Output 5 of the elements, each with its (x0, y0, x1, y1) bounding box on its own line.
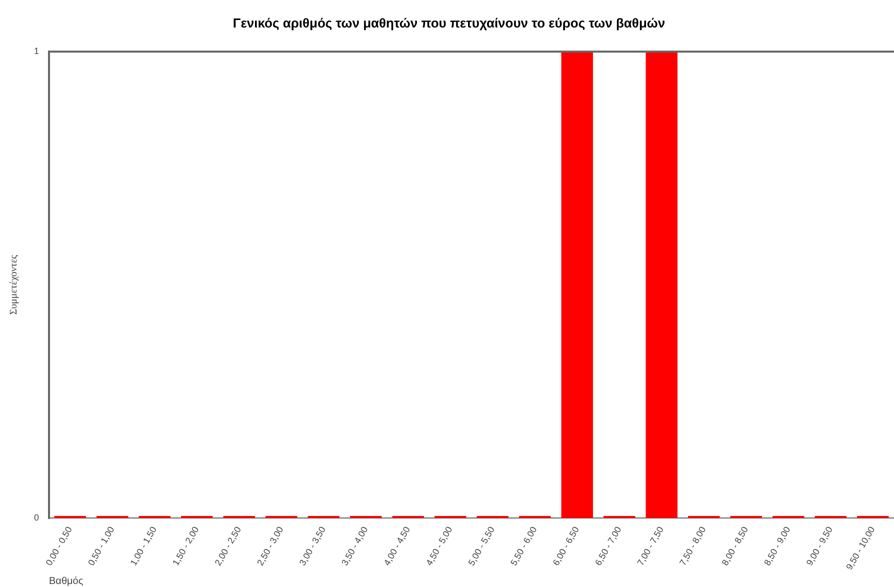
chart-title: Γενικός αριθμός των μαθητών που πετυχαίνουν το εύρος των βαθμών (232, 15, 666, 30)
x-axis-title: Βαθμός (49, 576, 84, 587)
y-tick-label: 1 (34, 46, 40, 56)
y-tick-label: 0 (34, 512, 40, 522)
y-axis-title: Συμμετέχοντες (8, 254, 20, 315)
